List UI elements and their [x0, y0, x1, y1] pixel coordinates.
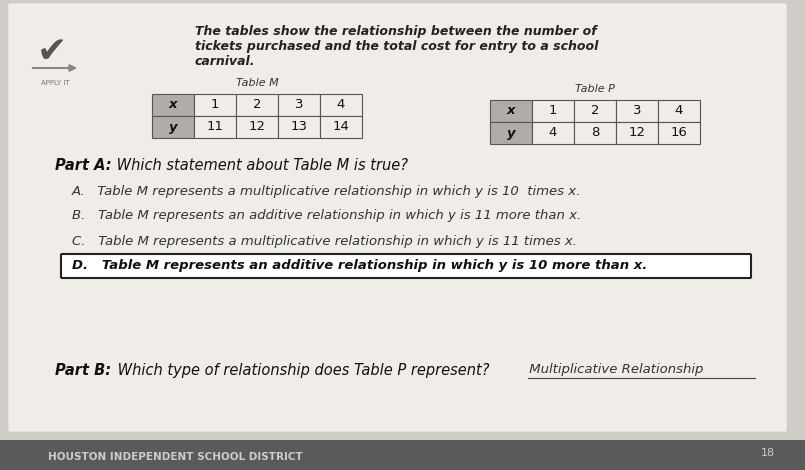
Text: 4: 4 — [675, 104, 683, 118]
Text: 16: 16 — [671, 126, 687, 140]
Bar — [320, 94, 362, 116]
Text: C.   Table M represents a multiplicative relationship in which y is 11 times x.: C. Table M represents a multiplicative r… — [72, 235, 577, 248]
Bar — [278, 116, 320, 138]
Text: 1: 1 — [549, 104, 557, 118]
Bar — [658, 122, 700, 144]
Text: 12: 12 — [629, 126, 646, 140]
Text: y: y — [169, 120, 177, 133]
Bar — [574, 122, 616, 144]
Bar — [194, 116, 236, 138]
Text: 13: 13 — [291, 120, 308, 133]
Text: B.   Table M represents an additive relationship in which y is 11 more than x.: B. Table M represents an additive relati… — [72, 210, 581, 222]
Text: 1: 1 — [211, 99, 219, 111]
Text: Multiplicative Relationship: Multiplicative Relationship — [525, 363, 704, 376]
Text: A.   Table M represents a multiplicative relationship in which y is 10  times x.: A. Table M represents a multiplicative r… — [72, 185, 581, 197]
Text: 4: 4 — [336, 99, 345, 111]
FancyBboxPatch shape — [61, 254, 751, 278]
Bar — [236, 116, 278, 138]
Text: APPLY IT: APPLY IT — [40, 80, 69, 86]
Text: The tables show the relationship between the number of
tickets purchased and the: The tables show the relationship between… — [195, 25, 598, 68]
Text: Table M: Table M — [236, 78, 279, 88]
Text: 11: 11 — [207, 120, 224, 133]
Text: Which type of relationship does Table P represent?: Which type of relationship does Table P … — [113, 363, 489, 378]
Bar — [194, 94, 236, 116]
Text: x: x — [169, 99, 177, 111]
Text: y: y — [506, 126, 515, 140]
Bar — [616, 122, 658, 144]
Text: Part B:: Part B: — [55, 363, 111, 378]
Text: 18: 18 — [761, 448, 775, 458]
Bar — [574, 100, 616, 122]
Bar — [0, 440, 805, 470]
FancyBboxPatch shape — [8, 3, 787, 432]
Text: 4: 4 — [549, 126, 557, 140]
Text: 2: 2 — [253, 99, 262, 111]
Text: 12: 12 — [249, 120, 266, 133]
Bar — [490, 122, 532, 144]
Bar — [658, 100, 700, 122]
Bar — [532, 100, 574, 122]
Bar — [616, 100, 658, 122]
Bar — [532, 122, 574, 144]
Text: Which statement about Table M is true?: Which statement about Table M is true? — [112, 158, 408, 173]
Text: 3: 3 — [633, 104, 642, 118]
Text: D.   Table M represents an additive relationship in which y is 10 more than x.: D. Table M represents an additive relati… — [72, 259, 647, 273]
Text: 2: 2 — [591, 104, 599, 118]
Text: 14: 14 — [332, 120, 349, 133]
Text: ✔: ✔ — [37, 35, 67, 69]
Bar — [320, 116, 362, 138]
Text: 8: 8 — [591, 126, 599, 140]
Text: x: x — [507, 104, 515, 118]
Text: HOUSTON INDEPENDENT SCHOOL DISTRICT: HOUSTON INDEPENDENT SCHOOL DISTRICT — [48, 452, 303, 462]
Text: Table P: Table P — [575, 84, 615, 94]
Bar — [236, 94, 278, 116]
Bar — [490, 100, 532, 122]
Bar — [152, 94, 194, 116]
Text: Part A:: Part A: — [55, 158, 112, 173]
Bar — [278, 94, 320, 116]
Bar — [152, 116, 194, 138]
Text: 3: 3 — [295, 99, 303, 111]
